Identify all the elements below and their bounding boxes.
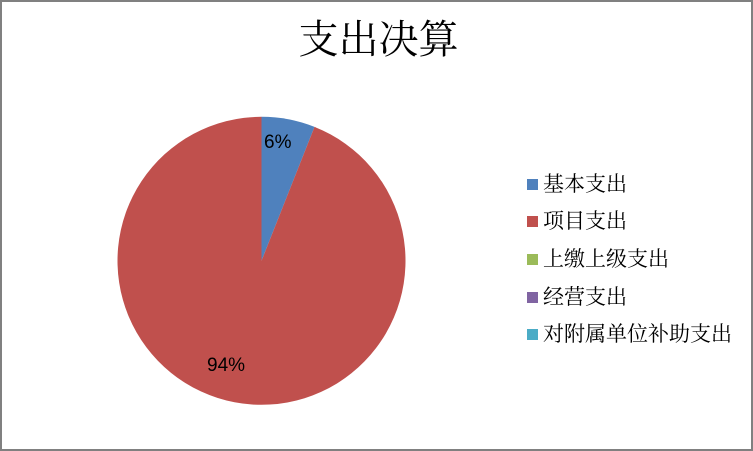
svg-text:94%: 94% [207,355,245,376]
svg-text:6%: 6% [264,132,292,153]
